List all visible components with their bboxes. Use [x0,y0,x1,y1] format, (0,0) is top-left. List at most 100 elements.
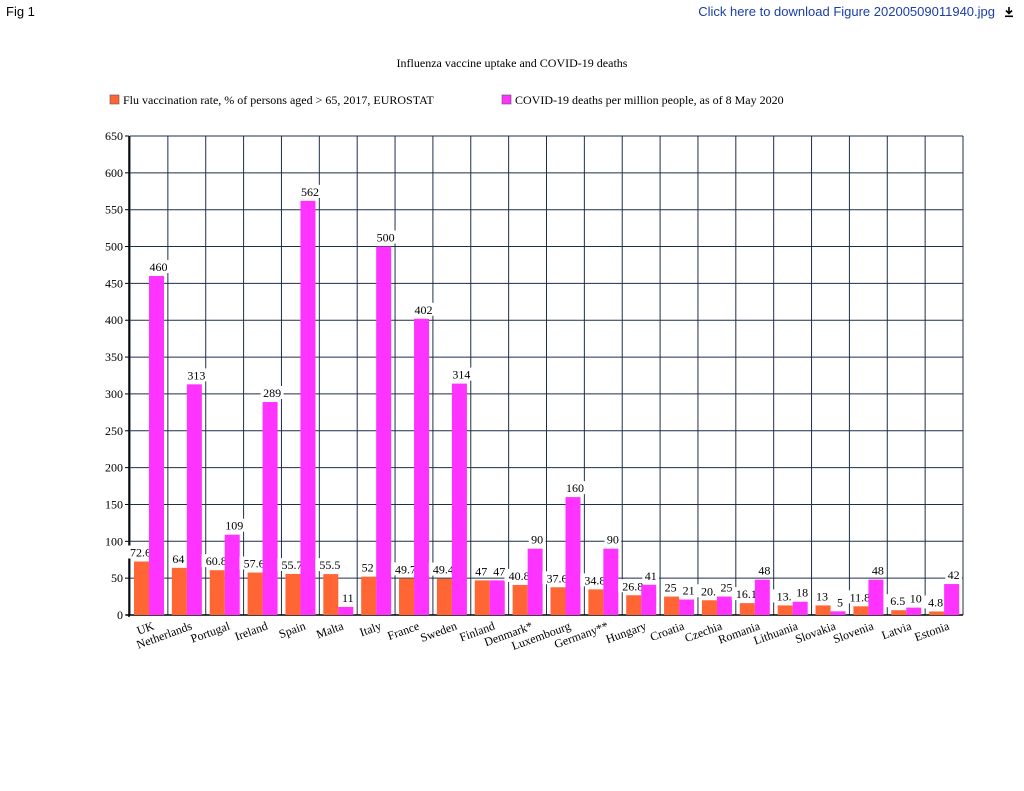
data-label-bg [680,583,697,597]
y-tick-label: 50 [111,571,123,585]
y-tick-label: 450 [105,276,123,290]
data-label-1-3: 57.6 [244,557,265,571]
data-label-bg [731,587,761,601]
data-label-bg [618,579,648,593]
bar-2-9 [489,580,505,615]
bar-1-15 [701,600,717,615]
data-label-2-10: 90 [531,533,543,547]
data-label-bg [390,562,421,576]
category-label-3: Ireland [233,619,270,644]
y-tick-label: 300 [105,387,123,401]
data-label-2-0: 460 [150,260,168,274]
category-label-5: Malta [314,618,346,641]
data-label-2-4: 562 [301,185,319,199]
data-label-bg [580,573,610,587]
download-arrow-icon[interactable] [1004,6,1014,18]
data-label-bg [170,551,187,565]
download-figure-link[interactable]: Click here to download Figure 2020050901… [698,4,1014,19]
data-label-2-12: 90 [607,533,619,547]
y-tick-label: 500 [105,240,123,254]
data-label-1-1: 64 [172,552,184,566]
data-label-2-16: 48 [758,564,770,578]
bar-2-1 [186,384,202,615]
bar-1-10 [512,584,528,615]
data-label-bg [945,568,962,582]
data-label-1-19: 11.8 [850,590,871,604]
bar-2-15 [716,596,732,615]
bar-1-6 [361,576,377,615]
bar-1-1 [171,567,187,615]
download-link-text[interactable]: Click here to download Figure 2020050901… [698,4,995,19]
data-label-1-20: 6.5 [890,594,905,608]
data-label-bg [490,564,508,578]
bar-2-8 [451,383,467,615]
data-label-bg [472,564,490,578]
data-label-bg [845,590,875,604]
chart-title: Influenza vaccine uptake and COVID-19 de… [397,56,628,70]
data-label-bg [563,481,587,495]
data-label-bg [428,562,459,576]
data-label-1-14: 25 [665,581,677,595]
data-label-2-20: 10 [910,592,922,606]
data-label-2-11: 160 [566,481,584,495]
data-label-1-13: 26.8 [622,579,643,593]
bar-2-14 [679,599,695,615]
category-label-19: Slovenia [831,618,876,646]
category-label-21: Estonia [912,618,951,644]
legend-label-2: COVID-19 deaths per million people, as o… [515,93,784,107]
data-label-bg [924,595,948,609]
data-label-bg [756,563,773,577]
bar-2-6 [376,246,392,616]
y-tick-label: 250 [105,424,123,438]
data-label-2-8: 314 [452,368,470,382]
bar-2-12 [603,548,619,615]
data-label-2-21: 42 [948,568,960,582]
data-label-bg [449,367,473,381]
bar-2-13 [641,584,657,615]
data-label-bg [542,571,572,585]
bar-1-8 [436,578,452,615]
data-label-bg [813,589,831,603]
data-label-bg [907,591,925,605]
bar-1-14 [664,596,680,615]
y-tick-label: 350 [105,350,123,364]
bar-2-4 [300,200,316,615]
bar-2-21 [944,584,960,615]
data-label-bg [298,184,322,198]
data-label-bg [374,230,398,244]
category-label-7: France [386,619,421,643]
legend-label-1: Flu vaccination rate, % of persons aged … [123,93,434,107]
bar-1-12 [588,589,604,615]
data-label-2-15: 25 [720,581,732,595]
bar-1-0 [134,561,149,615]
category-label-6: Italy [358,619,383,640]
bar-2-10 [527,548,543,615]
data-label-2-14: 21 [683,584,695,598]
data-label-bg [201,554,231,568]
data-label-bg [834,595,846,609]
bar-1-7 [399,578,415,615]
data-label-bg [697,584,720,598]
data-label-bg [886,594,910,608]
figure-label: Fig 1 [6,4,35,19]
data-label-1-18: 13 [816,589,828,603]
bar-2-19 [868,579,884,615]
category-label-4: Spain [277,619,307,642]
y-tick-label: 550 [105,203,123,217]
data-label-bg [793,585,811,599]
bar-2-20 [906,607,922,615]
data-label-1-16: 16.1 [736,587,757,601]
data-label-1-7: 49.7 [395,562,416,576]
y-tick-label: 0 [117,608,123,622]
bar-1-3 [247,572,263,615]
y-tick-label: 650 [105,129,123,143]
category-label-14: Croatia [648,618,687,643]
data-label-1-10: 40.8 [509,569,530,583]
data-label-bg [277,557,307,571]
bar-1-13 [626,595,642,615]
bar-2-17 [792,601,808,615]
data-label-bg [147,260,170,274]
bar-2-3 [262,402,278,615]
data-label-2-5: 11 [342,591,354,605]
data-label-2-17: 18 [796,586,808,600]
